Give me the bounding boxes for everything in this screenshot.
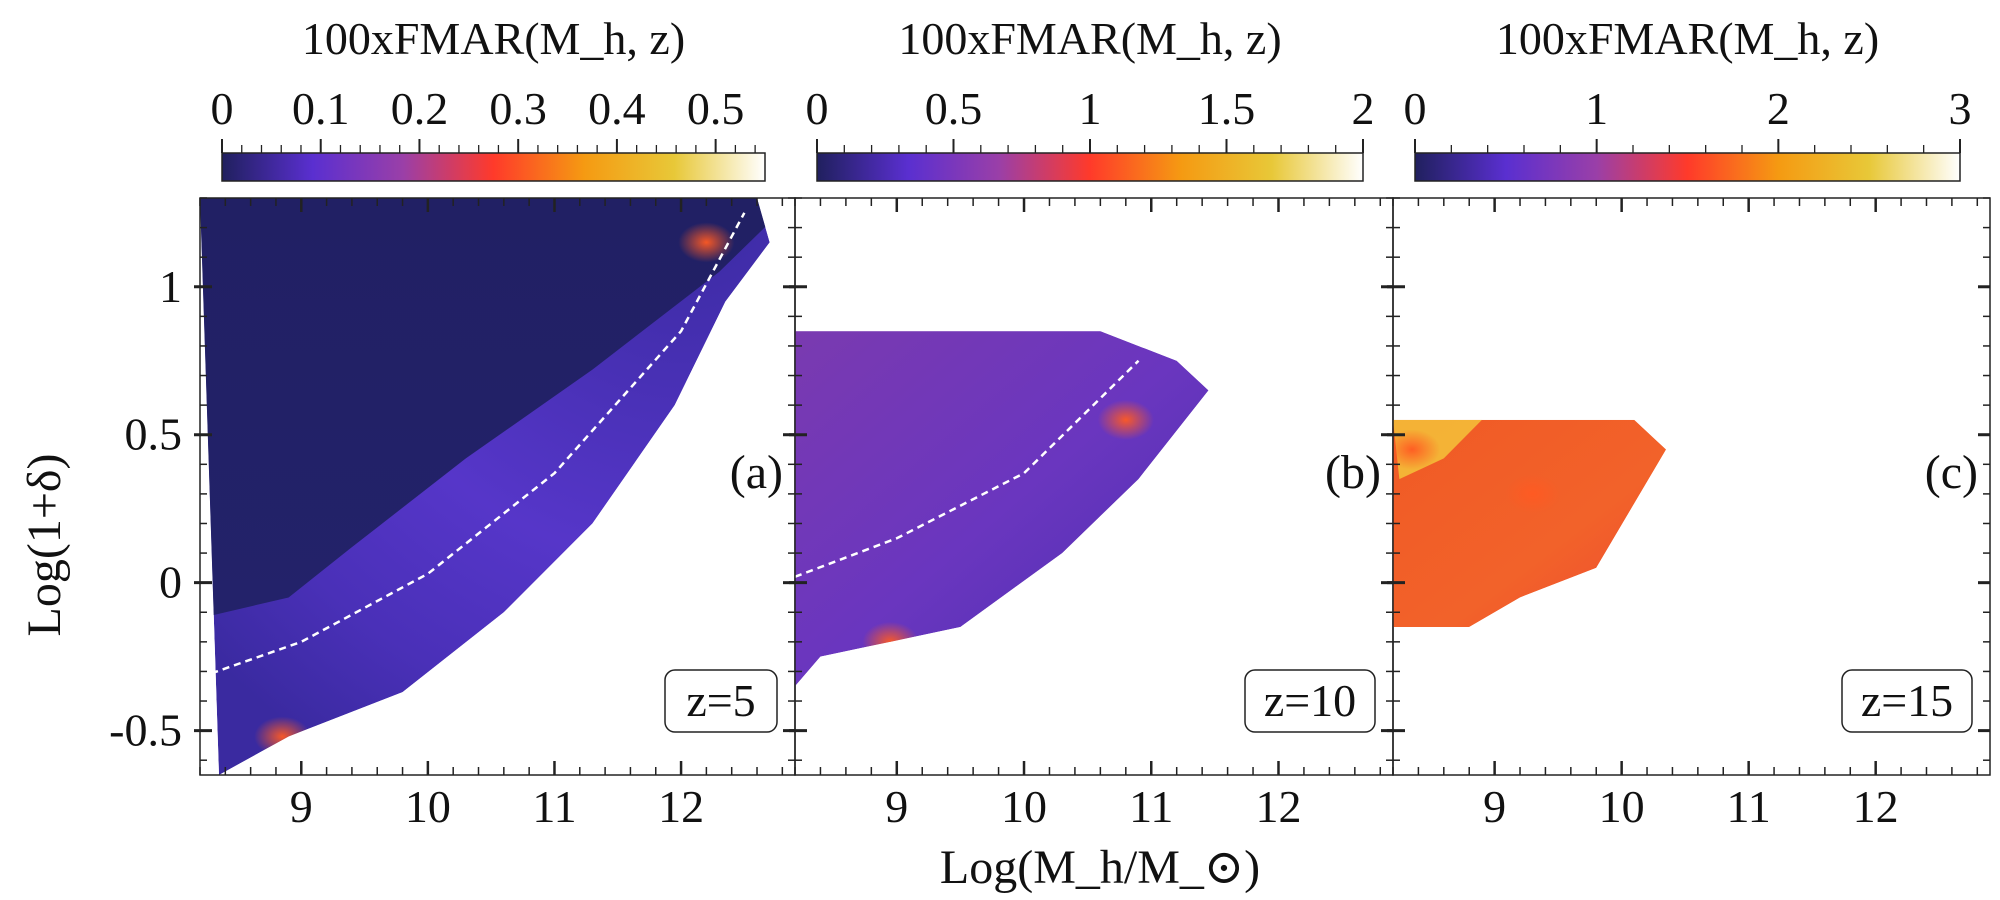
panel-2-plot	[795, 331, 1209, 687]
colorbar-tick-label: 0.4	[588, 83, 646, 134]
x-tick-label: 12	[658, 781, 704, 832]
panel-label: (c)	[1925, 446, 1978, 499]
colorbar-tick-label: 1	[1585, 83, 1608, 134]
y-tick-label: 0.5	[125, 409, 183, 460]
redshift-label: z=10	[1264, 675, 1356, 726]
colorbar-tick-label: 0	[806, 83, 829, 134]
x-tick-label: 10	[405, 781, 451, 832]
panel-1: 9 10 11 12-0.500.51(a)z=50 0.1 0.2 0.3 0.4 0.510…	[109, 13, 796, 832]
x-tick-label: 12	[1255, 781, 1301, 832]
colorbar-bar	[221, 152, 766, 182]
panel-1-plot	[200, 198, 770, 775]
colorbar-tick-label: 2	[1767, 83, 1790, 134]
x-tick-label: 11	[532, 781, 576, 832]
colorbar-tick-label: 3	[1949, 83, 1972, 134]
x-tick-label: 9	[1483, 781, 1506, 832]
panel-2: 9 10 11 12 (b) z=10 0 0.5 1 1.5 2 100xFMAR(M_h, z)	[789, 13, 1394, 832]
colorbar-title: 100xFMAR(M_h, z)	[898, 13, 1281, 64]
colorbar-tick-label: 1	[1079, 83, 1102, 134]
dashed-curve	[795, 359, 1140, 578]
colorbar-tick-label: 0	[211, 83, 234, 134]
hotspot	[1504, 473, 1561, 514]
y-tick-label: 0	[159, 557, 182, 608]
low-value-zone	[200, 198, 770, 619]
panel-label: (b)	[1325, 446, 1381, 499]
colorbar-tick-label: 0.2	[391, 83, 449, 134]
x-tick-label: 10	[1001, 781, 1047, 832]
panel-3-plot	[1393, 419, 1667, 628]
colorbar-tick-label: 0.1	[292, 83, 350, 134]
colorbar-tick-label: 0	[1404, 83, 1427, 134]
colorbar-bar	[1414, 152, 1961, 182]
panels: 9 10 11 12-0.500.51(a)z=50 0.1 0.2 0.3 0.4 0.510…	[109, 13, 1991, 832]
hotspot	[1097, 399, 1154, 440]
figure-labels: Log(1+δ) Log(M_h/M_⊙)	[18, 454, 1260, 894]
colorbar-bar	[816, 152, 1364, 182]
hotspot	[1393, 429, 1441, 470]
heatmap-fill	[795, 331, 1209, 687]
redshift-box	[664, 669, 778, 733]
colorbar-title: 100xFMAR(M_h, z)	[1496, 13, 1879, 64]
redshift-label: z=15	[1861, 675, 1953, 726]
dashed-curve	[200, 212, 746, 679]
redshift-box	[1244, 669, 1376, 733]
x-axis-label: Log(M_h/M_⊙)	[940, 841, 1260, 894]
hotspot	[678, 222, 735, 263]
colorbar-tick-label: 0.5	[925, 83, 983, 134]
x-tick-label: 12	[1853, 781, 1899, 832]
colorbar-tick-label: 1.5	[1198, 83, 1256, 134]
hotspot	[862, 621, 919, 662]
y-tick-label: -0.5	[109, 705, 182, 756]
colorbar-title: 100xFMAR(M_h, z)	[302, 13, 685, 64]
x-tick-label: 9	[290, 781, 313, 832]
colorbar-tick-label: 0.5	[687, 83, 745, 134]
heatmap-fill	[1393, 419, 1667, 628]
colorbar-tick-label: 0.3	[489, 83, 547, 134]
y-axis-label: Log(1+δ)	[18, 454, 71, 637]
redshift-box	[1841, 669, 1973, 733]
hotspot	[254, 716, 311, 757]
heatmap-region	[1393, 419, 1667, 628]
redshift-label: z=5	[686, 675, 755, 726]
colorbar-tick-label: 2	[1352, 83, 1375, 134]
x-tick-label: 11	[1129, 781, 1173, 832]
y-tick-label: 1	[159, 261, 182, 312]
colorbar: 0 0.5 1 1.5 2 100xFMAR(M_h, z)	[806, 13, 1375, 182]
heatmap-region	[795, 331, 1209, 687]
panel-frame	[1392, 197, 1991, 776]
x-tick-label: 11	[1727, 781, 1771, 832]
panel-label: (a)	[730, 446, 783, 499]
heatmap-region	[200, 198, 770, 775]
x-tick-label: 10	[1599, 781, 1645, 832]
x-tick-label: 9	[885, 781, 908, 832]
colorbar: 0 1 2 3 100xFMAR(M_h, z)	[1404, 13, 1972, 182]
